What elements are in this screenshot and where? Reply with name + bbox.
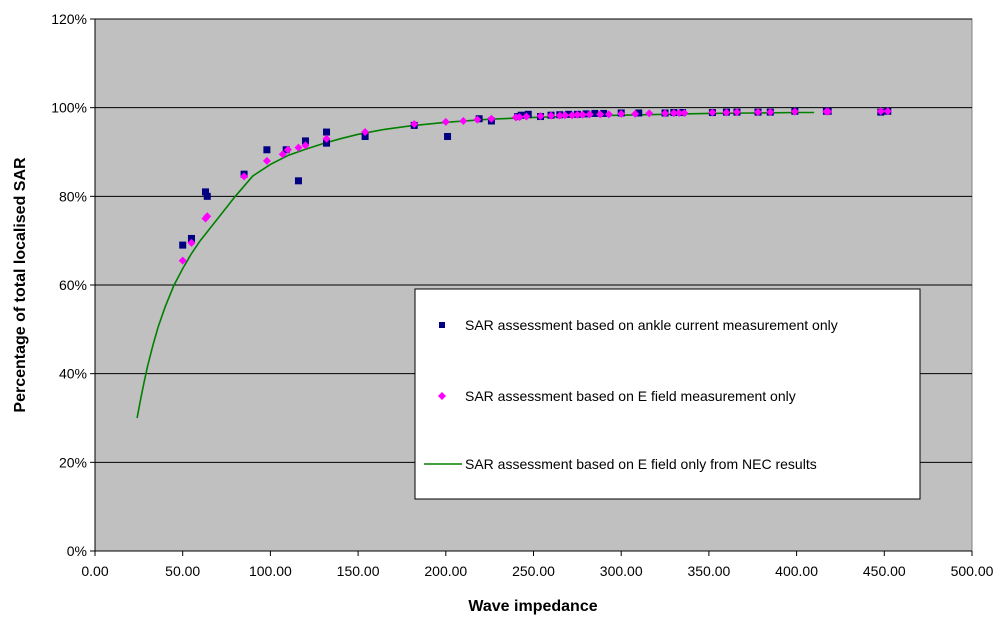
legend-label-efield: SAR assessment based on E field measurem… bbox=[465, 388, 796, 404]
ankle-current-point bbox=[187, 234, 195, 242]
ankle-current-point bbox=[444, 132, 452, 140]
y-tick-label: 120% bbox=[51, 11, 87, 27]
ankle-current-point bbox=[323, 139, 331, 147]
x-tick-label: 0.00 bbox=[81, 563, 108, 579]
e-field-point bbox=[301, 141, 310, 150]
e-field-point bbox=[487, 114, 496, 123]
e-field-point bbox=[515, 112, 524, 121]
e-field-point bbox=[568, 111, 577, 120]
e-field-point bbox=[410, 120, 419, 129]
e-field-point bbox=[178, 256, 187, 265]
e-field-point bbox=[631, 109, 640, 118]
e-field-point bbox=[547, 111, 556, 120]
e-field-point bbox=[294, 143, 303, 152]
ankle-current-point bbox=[323, 128, 331, 136]
e-field-point bbox=[675, 108, 684, 117]
ankle-current-point bbox=[361, 132, 369, 140]
x-axis-title: Wave impedance bbox=[468, 598, 597, 615]
e-field-point bbox=[262, 156, 271, 165]
e-field-point bbox=[578, 110, 587, 119]
e-field-point bbox=[824, 107, 833, 116]
ankle-current-point bbox=[600, 109, 608, 117]
x-tick-label: 100.00 bbox=[249, 563, 292, 579]
e-field-point bbox=[459, 116, 468, 125]
ankle-current-point bbox=[203, 192, 211, 200]
e-field-point bbox=[661, 109, 670, 118]
ankle-current-point bbox=[263, 146, 271, 154]
e-field-point bbox=[883, 107, 892, 116]
e-field-point bbox=[669, 108, 678, 117]
e-field-point bbox=[573, 110, 582, 119]
x-tick-label: 400.00 bbox=[775, 563, 818, 579]
e-field-point bbox=[536, 112, 545, 121]
marker-series bbox=[178, 107, 892, 265]
e-field-point bbox=[473, 115, 482, 124]
x-tick-label: 300.00 bbox=[600, 563, 643, 579]
x-tick-label: 350.00 bbox=[687, 563, 730, 579]
ankle-current-point bbox=[565, 110, 573, 118]
y-tick-label: 40% bbox=[59, 366, 87, 382]
x-tick-label: 150.00 bbox=[337, 563, 380, 579]
e-field-point bbox=[604, 110, 613, 119]
e-field-point bbox=[680, 108, 689, 117]
e-field-point bbox=[766, 108, 775, 117]
ankle-current-point bbox=[179, 241, 187, 249]
legend-box bbox=[414, 288, 921, 500]
e-field-point bbox=[522, 112, 531, 121]
e-field-point bbox=[203, 212, 212, 221]
legend-marker-efield bbox=[438, 392, 446, 400]
e-field-point bbox=[555, 111, 564, 120]
x-ticks: 0.00 50.00 100.00 150.00 200.00 250.00 300.00 3… bbox=[81, 551, 994, 579]
e-field-point bbox=[876, 107, 885, 116]
legend-label-ankle: SAR assessment based on ankle current me… bbox=[465, 317, 838, 333]
ankle-current-point bbox=[202, 188, 210, 196]
e-field-point bbox=[754, 108, 763, 117]
e-field-point bbox=[585, 110, 594, 119]
e-field-point bbox=[278, 150, 287, 159]
e-field-point bbox=[283, 145, 292, 154]
x-tick-label: 200.00 bbox=[424, 563, 467, 579]
x-tick-label: 50.00 bbox=[165, 563, 200, 579]
legend-marker-ankle bbox=[439, 322, 445, 328]
e-field-point bbox=[322, 134, 331, 143]
e-field-point bbox=[240, 172, 249, 181]
x-tick-label: 450.00 bbox=[863, 563, 906, 579]
e-field-point bbox=[187, 238, 196, 247]
e-field-point bbox=[722, 108, 731, 117]
e-field-point bbox=[708, 108, 717, 117]
ankle-current-point bbox=[591, 109, 599, 117]
y-tick-label: 60% bbox=[59, 277, 87, 293]
y-axis-title: Percentage of total localised SAR bbox=[12, 157, 29, 413]
x-tick-label: 250.00 bbox=[512, 563, 555, 579]
y-tick-label: 80% bbox=[59, 188, 87, 204]
e-field-point bbox=[361, 128, 370, 137]
legend: SAR assessment based on ankle current me… bbox=[414, 288, 921, 500]
e-field-point bbox=[732, 108, 741, 117]
ankle-current-point bbox=[294, 177, 302, 185]
e-field-point bbox=[596, 110, 605, 119]
y-tick-label: 0% bbox=[67, 543, 87, 559]
e-field-point bbox=[790, 107, 799, 116]
e-field-point bbox=[645, 109, 654, 118]
y-tick-label: 100% bbox=[51, 100, 87, 116]
x-tick-label: 500.00 bbox=[951, 563, 994, 579]
e-field-point bbox=[561, 111, 570, 120]
e-field-point bbox=[441, 117, 450, 126]
ankle-current-point bbox=[635, 109, 643, 117]
legend-label-nec: SAR assessment based on E field only fro… bbox=[465, 456, 817, 472]
y-tick-label: 20% bbox=[59, 454, 87, 470]
e-field-point bbox=[617, 109, 626, 118]
ankle-current-point bbox=[301, 137, 309, 145]
y-ticks: 0% 20% 40% 60% 80% 100% 120% bbox=[51, 11, 95, 559]
